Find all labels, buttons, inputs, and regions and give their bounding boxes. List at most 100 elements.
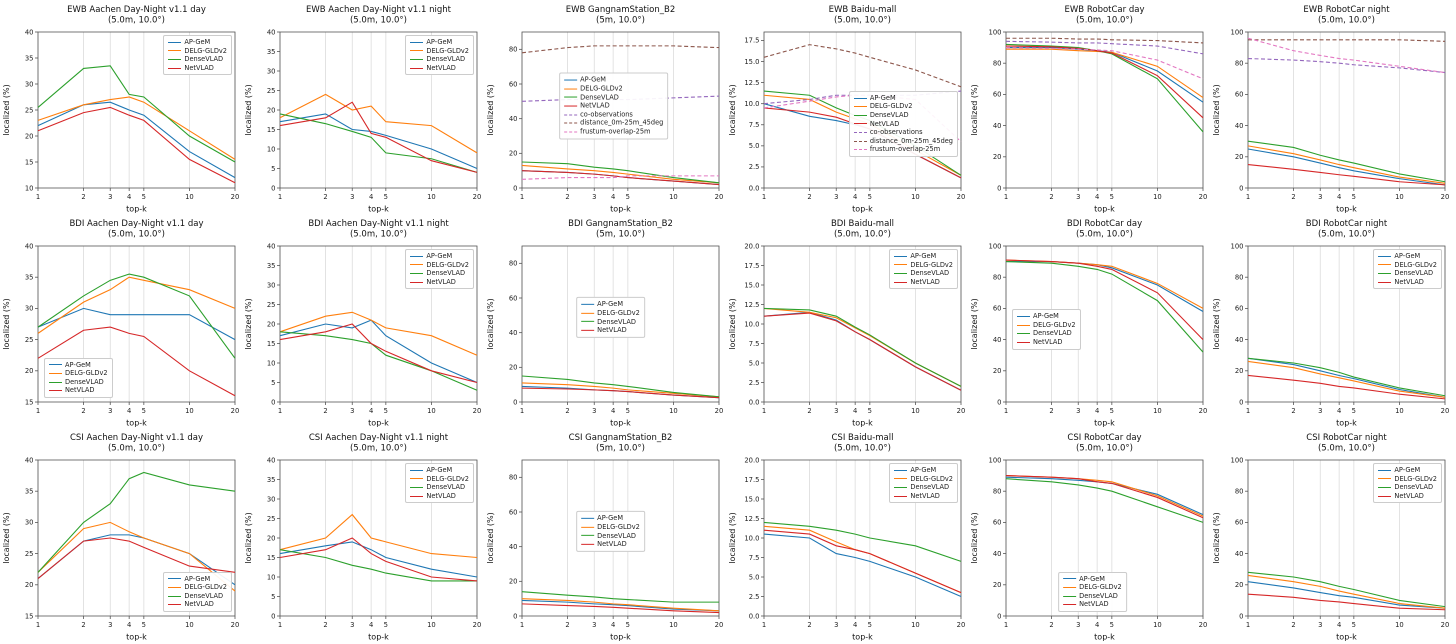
series-line-AP-GeM — [279, 113, 478, 170]
chart-figure: CSI Aachen Day-Night v1.1 day (5.0m, 10.0… — [0, 429, 242, 643]
y-tick-label: 0 — [271, 184, 275, 192]
chart-canvas: EWB Aachen Day-Night v1.1 day(5.0m, 10.0… — [2, 5, 239, 214]
series-line-NetVLAD — [1005, 45, 1204, 119]
y-axis-label: localized (%) — [1212, 512, 1221, 563]
plot-border — [1247, 31, 1446, 189]
chart-legend: AP-GeM DELG-GLDv2 DenseVLAD NetVLAD — [889, 463, 958, 504]
x-tick-label: 4 — [127, 621, 131, 629]
y-axis-label: localized (%) — [2, 84, 11, 135]
legend-line-swatch — [894, 469, 908, 471]
series-line-NetVLAD — [1005, 259, 1204, 340]
chart-title: BDI RobotCar day — [1067, 219, 1142, 229]
x-tick-label: 4 — [611, 621, 615, 629]
y-tick-label: 0 — [997, 398, 1001, 406]
legend-line-swatch — [1378, 486, 1392, 488]
chart-figure: BDI RobotCar night (5.0m, 10.0°) 0 20 40 60 80… — [1210, 215, 1452, 429]
x-tick-label: 2 — [81, 193, 85, 201]
legend-item: NetVLAD — [410, 64, 469, 73]
x-tick-label: 1 — [762, 621, 766, 629]
y-tick-label: 30 — [267, 67, 276, 75]
x-tick-label: 1 — [1246, 407, 1250, 415]
x-tick-label: 5 — [868, 193, 872, 201]
x-tick-label: 5 — [626, 621, 630, 629]
x-tick-label: 4 — [369, 621, 373, 629]
legend-item: DenseVLAD — [49, 378, 108, 387]
legend-line-swatch — [564, 114, 578, 116]
legend-label: frustum-overlap-25m — [869, 145, 941, 154]
x-tick-label: 1 — [36, 193, 40, 201]
x-tick-label: 20 — [715, 193, 724, 201]
x-tick-label: 4 — [853, 407, 857, 415]
x-tick-label: 1 — [762, 407, 766, 415]
x-axis-label: top-k — [1336, 205, 1357, 214]
legend-label: AP-GeM — [910, 252, 937, 260]
legend-line-swatch — [581, 329, 595, 331]
chart-subtitle: (5.0m, 10.0°) — [350, 230, 407, 240]
series-line-AP-GeM — [763, 311, 962, 391]
legend-item: AP-GeM — [1378, 466, 1437, 475]
chart-legend: AP-GeM DELG-GLDv2 DenseVLAD NetVLAD — [405, 35, 474, 76]
legend-label: NetVLAD — [910, 277, 940, 286]
legend-item: NetVLAD — [853, 120, 953, 129]
x-tick-label: 5 — [1352, 193, 1356, 201]
y-tick-label: 35 — [267, 262, 276, 270]
legend-item: DenseVLAD — [168, 592, 227, 601]
legend-label: DELG-GLDv2 — [184, 46, 227, 55]
x-tick-label: 2 — [1049, 193, 1053, 201]
legend-line-swatch — [168, 67, 182, 69]
series-line-DELG-GLDv2 — [1005, 475, 1204, 517]
y-tick-label: 20 — [25, 132, 34, 140]
x-tick-label: 10 — [1395, 407, 1404, 415]
legend-label: NetVLAD — [910, 491, 940, 500]
x-tick-label: 5 — [626, 407, 630, 415]
legend-line-swatch — [894, 272, 908, 274]
series-line-DELG-GLDv2 — [1247, 145, 1446, 184]
legend-item: DELG-GLDv2 — [1378, 475, 1437, 484]
legend-item: DELG-GLDv2 — [410, 47, 469, 56]
x-axis-label: top-k — [1336, 419, 1357, 428]
x-tick-label: 1 — [520, 407, 524, 415]
x-axis-label: top-k — [368, 205, 389, 214]
plot-border — [37, 459, 236, 617]
y-tick-label: 20 — [509, 578, 518, 586]
y-tick-label: 20 — [993, 581, 1002, 589]
legend-line-swatch — [564, 79, 578, 81]
x-tick-label: 4 — [1095, 407, 1099, 415]
chart-legend: AP-GeM DELG-GLDv2 DenseVLAD NetVLAD — [405, 249, 474, 290]
x-tick-label: 2 — [323, 621, 327, 629]
y-axis-label: localized (%) — [728, 84, 737, 135]
chart-figure: EWB Aachen Day-Night v1.1 night (5.0m, 10… — [242, 1, 484, 215]
series-line-DELG-GLDv2 — [279, 513, 478, 559]
legend-label: AP-GeM — [910, 466, 937, 474]
y-axis-label: localized (%) — [1212, 84, 1221, 135]
y-tick-label: 15.0 — [744, 58, 759, 66]
x-tick-label: 20 — [473, 621, 482, 629]
legend-line-swatch — [410, 41, 424, 43]
x-tick-label: 3 — [1318, 621, 1322, 629]
legend-line-swatch — [1063, 587, 1077, 589]
x-tick-label: 5 — [384, 193, 388, 201]
x-tick-label: 10 — [1395, 621, 1404, 629]
legend-item: AP-GeM — [168, 38, 227, 47]
x-tick-label: 10 — [185, 193, 194, 201]
y-tick-label: 40 — [993, 550, 1002, 558]
y-tick-label: 30 — [267, 281, 276, 289]
chart-legend: AP-GeM DELG-GLDv2 DenseVLAD NetVLAD co-obser… — [848, 90, 958, 158]
y-tick-label: 40 — [25, 456, 34, 464]
legend-label: distance_0m-25m_45deg — [580, 118, 664, 127]
x-axis-label: top-k — [368, 419, 389, 428]
series-line-distance_0m-25m_45deg — [1006, 37, 1204, 44]
legend-line-swatch — [581, 312, 595, 314]
legend-line-swatch — [168, 41, 182, 43]
legend-line-swatch — [1378, 469, 1392, 471]
legend-item: DenseVLAD — [894, 483, 953, 492]
legend-line-swatch — [410, 255, 424, 257]
y-tick-label: 0 — [513, 184, 517, 192]
series-line-NetVLAD — [763, 529, 962, 594]
y-axis-label: localized (%) — [486, 512, 495, 563]
legend-label: DELG-GLDv2 — [1079, 583, 1122, 592]
y-tick-label: 40 — [25, 242, 34, 250]
legend-line-swatch — [581, 304, 595, 306]
x-axis-label: top-k — [610, 205, 631, 214]
